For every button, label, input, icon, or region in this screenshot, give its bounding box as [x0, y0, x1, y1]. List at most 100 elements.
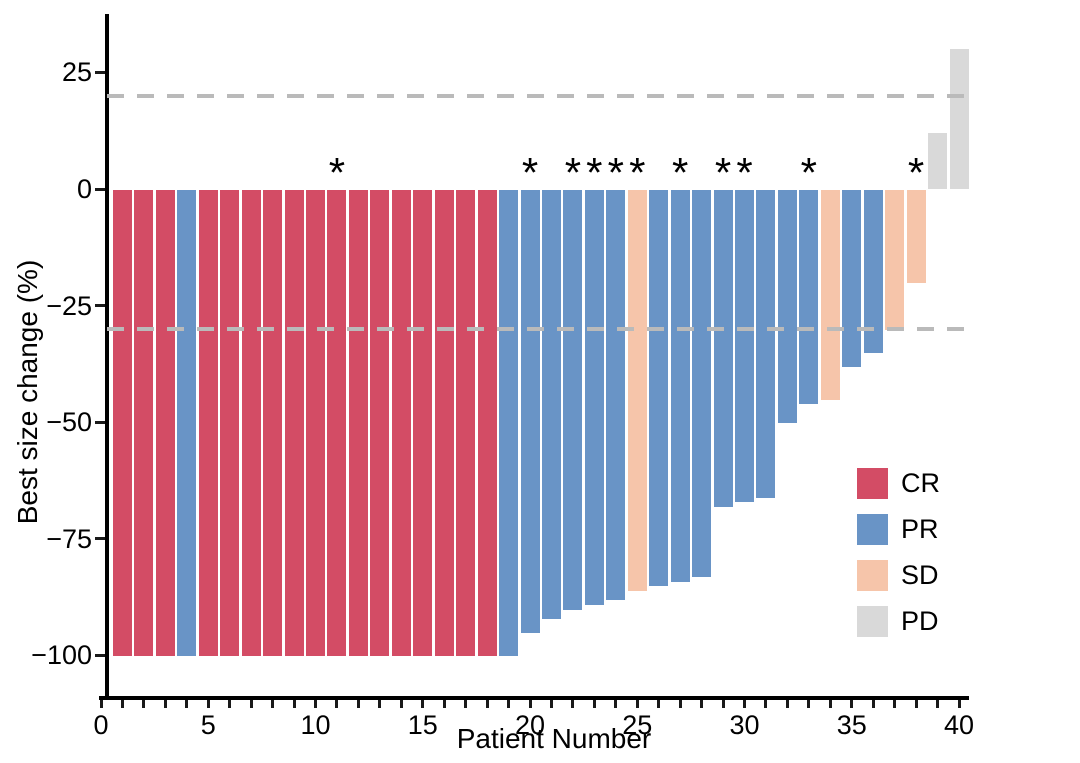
x-tick-18	[485, 700, 489, 708]
legend-swatch-CR	[857, 468, 888, 499]
x-tick-label-35: 35	[836, 710, 867, 740]
x-tick-21	[549, 700, 553, 708]
bar-patient-6	[220, 190, 240, 657]
legend-label-SD: SD	[901, 560, 939, 590]
asterisk-patient-22: *	[564, 149, 582, 196]
reference-line-minus30	[107, 326, 966, 331]
x-tick-23	[592, 700, 596, 708]
x-tick-4	[185, 700, 189, 708]
x-tick-35	[850, 700, 854, 708]
x-tick-36	[871, 700, 875, 708]
bar-patient-23	[584, 190, 604, 605]
x-tick-33	[807, 700, 811, 708]
legend-label-PR: PR	[901, 514, 939, 544]
x-tick-24	[614, 700, 618, 708]
asterisk-patient-29: *	[714, 149, 732, 196]
bar-patient-40	[949, 49, 969, 189]
bar-patient-2	[134, 190, 154, 657]
legend-label-PD: PD	[901, 606, 939, 636]
y-tick-25	[95, 70, 105, 74]
asterisk-patient-25: *	[629, 149, 646, 196]
bar-patient-32	[777, 190, 797, 424]
x-tick-38	[914, 700, 918, 708]
y-tick-label-25: 25	[61, 57, 92, 88]
bar-patient-7	[241, 190, 261, 657]
x-tick-13	[378, 700, 382, 708]
bar-patient-9	[284, 190, 304, 657]
x-tick-3	[163, 700, 167, 708]
legend-swatch-PR	[857, 514, 888, 545]
y-tick-label-0: 0	[76, 174, 92, 204]
asterisk-patient-20: *	[521, 149, 539, 196]
bar-patient-27	[670, 190, 690, 582]
bar-patient-10	[306, 190, 325, 657]
x-tick-17	[464, 700, 468, 708]
x-tick-12	[356, 700, 360, 708]
x-tick-label-40: 40	[943, 710, 975, 740]
bar-patient-22	[563, 190, 583, 610]
bar-patient-29	[713, 190, 733, 508]
y-tick-label--100: −100	[31, 640, 92, 671]
legend-swatch-SD	[857, 560, 888, 591]
bar-patient-17	[456, 190, 476, 657]
bar-patient-25	[627, 190, 647, 592]
x-tick-29	[721, 700, 725, 708]
x-tick-11	[335, 700, 339, 708]
x-tick-2	[142, 700, 146, 708]
y-tick-label--75: −75	[46, 523, 92, 554]
x-tick-30	[743, 700, 746, 708]
legend-label-CR: CR	[901, 468, 940, 498]
bar-patient-20	[520, 190, 540, 633]
x-tick-6	[228, 700, 232, 708]
bar-patient-18	[477, 190, 497, 657]
x-tick-37	[893, 700, 897, 708]
x-tick-20	[528, 700, 532, 708]
x-tick-label-5: 5	[200, 710, 216, 740]
x-tick-16	[442, 700, 446, 708]
x-tick-28	[700, 700, 704, 708]
x-tick-32	[785, 700, 789, 708]
x-tick-26	[657, 700, 661, 708]
y-tick--25	[95, 304, 105, 308]
y-tick-label--50: −50	[46, 407, 92, 438]
asterisk-patient-23: *	[586, 149, 603, 196]
reference-line-plus20	[107, 93, 966, 98]
x-tick-label-10: 10	[300, 710, 331, 740]
asterisk-patient-11: *	[328, 149, 346, 196]
y-tick-0	[95, 187, 105, 191]
x-tick-0	[99, 700, 103, 708]
bar-patient-26	[649, 190, 669, 587]
bar-patient-34	[820, 190, 840, 400]
x-axis-title: Patient Number	[456, 723, 652, 754]
bar-patient-30	[735, 190, 754, 503]
x-tick-14	[399, 700, 403, 708]
x-tick-34	[828, 700, 832, 708]
bar-patient-19	[499, 190, 519, 657]
x-tick-8	[271, 700, 275, 708]
x-tick-7	[249, 700, 253, 708]
bar-patient-4	[177, 190, 197, 657]
bar-patient-11	[327, 190, 347, 657]
bar-patient-31	[756, 190, 776, 498]
bar-patient-16	[434, 190, 454, 657]
legend-swatch-PD	[857, 606, 888, 637]
bar-patient-28	[692, 190, 712, 578]
x-tick-15	[421, 700, 425, 708]
asterisk-patient-27: *	[671, 149, 689, 196]
y-tick--100	[95, 653, 105, 657]
x-axis-line	[99, 696, 969, 700]
x-tick-39	[936, 700, 940, 708]
asterisk-patient-24: *	[607, 149, 624, 196]
bar-patient-12	[348, 190, 368, 657]
asterisk-patient-38: *	[907, 149, 925, 196]
y-tick-label--25: −25	[46, 290, 92, 321]
bar-patient-13	[370, 190, 390, 657]
x-tick-9	[292, 700, 296, 708]
bar-patient-37	[885, 190, 905, 330]
bar-patient-38	[906, 190, 926, 284]
bar-patient-33	[799, 190, 819, 405]
asterisk-patient-30: *	[736, 149, 753, 196]
bar-patient-36	[863, 190, 883, 354]
x-tick-label-20: 20	[514, 710, 546, 740]
